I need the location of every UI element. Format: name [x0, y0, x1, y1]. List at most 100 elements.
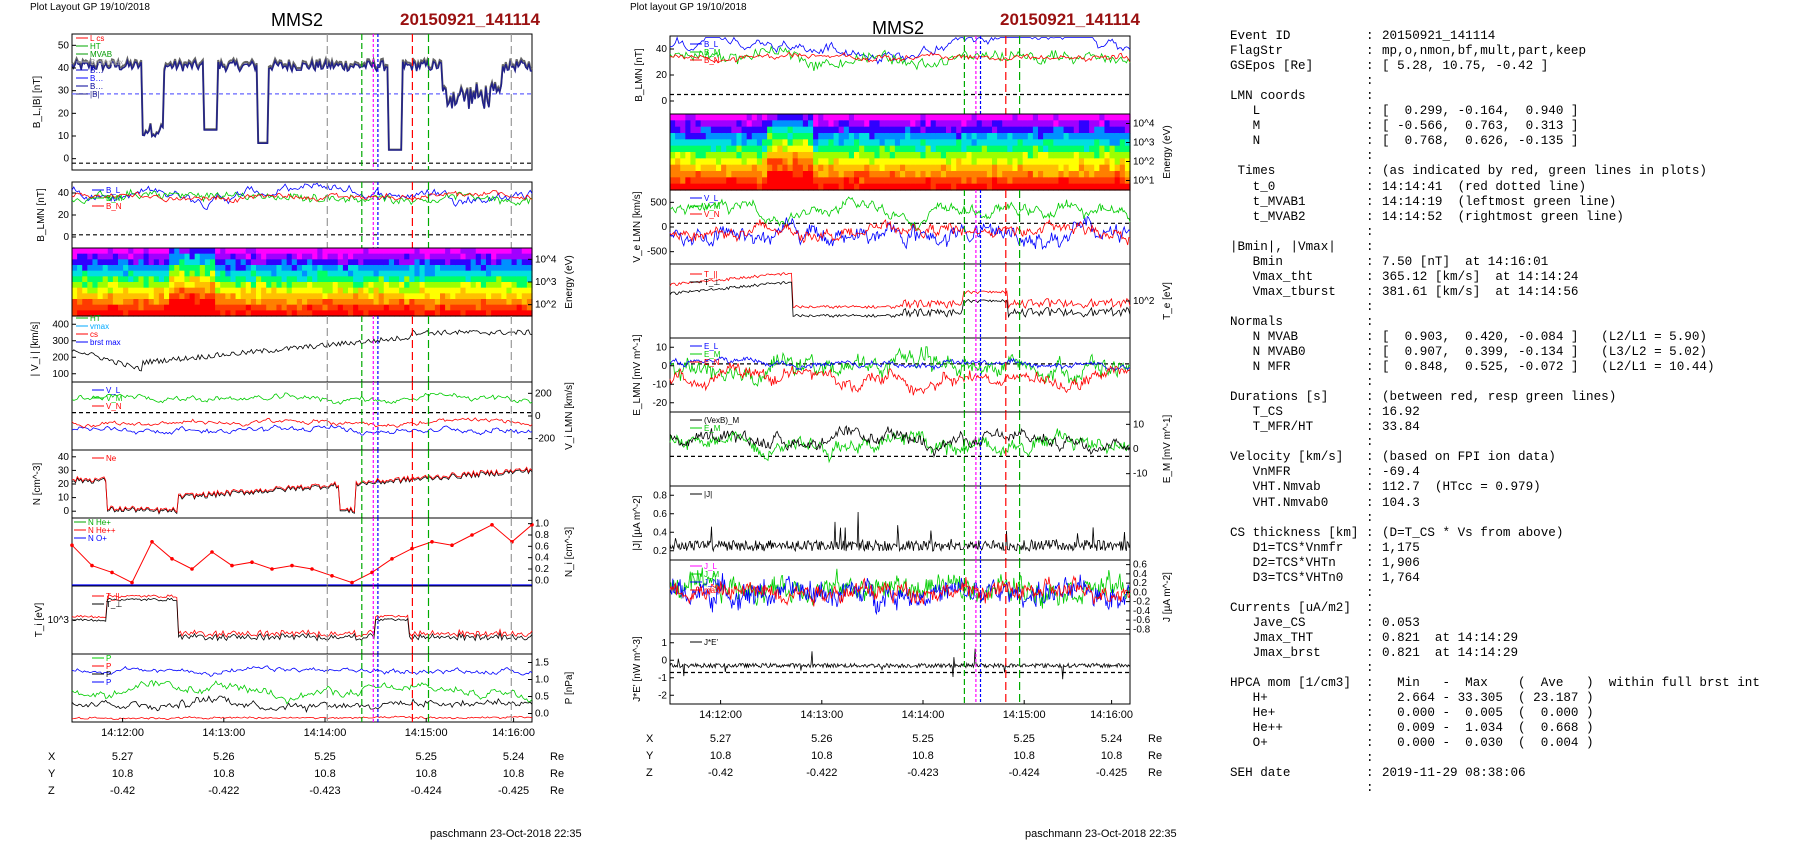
spectrogram-cell: [915, 139, 922, 147]
spectrogram-cell: [133, 310, 140, 317]
spectrogram-cell: [440, 253, 446, 260]
spectrogram-cell: [87, 299, 94, 306]
legend-label: N He+: [88, 518, 111, 527]
spectrogram-cell: [787, 145, 794, 153]
spectrogram-cell: [230, 293, 237, 300]
spectrogram-cell: [342, 287, 349, 294]
spectrogram-cell: [1084, 152, 1090, 159]
spectrogram-cell: [97, 265, 104, 272]
spectrogram-cell: [363, 310, 370, 317]
spectrogram-cell: [296, 299, 303, 306]
spectrogram-cell: [199, 270, 206, 277]
spectrogram-cell: [767, 183, 773, 191]
spectrogram-cell: [838, 133, 845, 140]
spectrogram-cell: [762, 171, 768, 178]
spectrogram-cell: [424, 253, 431, 260]
spectrogram-cell: [833, 145, 840, 153]
spectrogram-cell: [920, 164, 927, 172]
spectrogram-cell: [419, 293, 426, 300]
info-value: [ -0.566, 0.763, 0.313 ]: [1382, 119, 1579, 134]
spectrogram-cell: [833, 133, 840, 140]
spectrogram-cell: [250, 293, 257, 300]
info-colon: :: [1366, 119, 1374, 134]
spectrogram-cell: [997, 177, 1003, 185]
spectrogram-cell: [925, 126, 932, 134]
spectrogram-cell: [946, 164, 952, 172]
spectrogram-cell: [695, 158, 702, 166]
spectrogram-cell: [496, 253, 502, 260]
spectrogram-cell: [869, 120, 876, 128]
spectrogram-cell: [148, 276, 155, 283]
spectrogram-cell: [1043, 145, 1049, 153]
spectrogram-cell: [526, 253, 533, 260]
spectrogram-cell: [358, 259, 364, 266]
spectrogram-cell: [363, 259, 370, 266]
spectrogram-cell: [1068, 145, 1075, 153]
spectrogram-cell: [358, 282, 364, 289]
spectrogram-cell: [266, 253, 272, 260]
spectrogram-cell: [1027, 152, 1034, 159]
spectrogram-cell: [189, 253, 196, 260]
info-key: D3=TCS*VHTn0: [1230, 570, 1344, 585]
spectrogram-cell: [373, 287, 380, 294]
spectrogram-cell: [179, 287, 186, 294]
spectrogram-cell: [276, 282, 283, 289]
spectrogram-cell: [930, 164, 937, 172]
spectrogram-cell: [874, 158, 881, 166]
spectrogram-cell: [935, 158, 942, 166]
spectrogram-cell: [169, 304, 175, 311]
spectrogram-cell: [966, 171, 973, 178]
info-colon: :: [1366, 375, 1374, 390]
spectrogram-cell: [736, 133, 743, 140]
spectrogram-cell: [348, 299, 354, 306]
spectrogram-cell: [261, 304, 267, 311]
spectrogram-cell: [940, 145, 947, 153]
spectrogram-cell: [138, 287, 145, 294]
spectrogram-cell: [818, 158, 824, 166]
spectrogram-cell: [332, 248, 339, 255]
spectrogram-cell: [772, 183, 778, 191]
spectrogram-cell: [245, 304, 252, 311]
ephem-value: 10.8: [503, 768, 524, 780]
spectrogram-cell: [1002, 145, 1008, 153]
spectrogram-cell: [1099, 114, 1106, 121]
y-tick-label: 0.4: [1133, 569, 1147, 580]
spectrogram-cell: [894, 145, 901, 153]
spectrogram-cell: [1084, 126, 1090, 134]
spectrogram-cell: [276, 248, 283, 255]
spectrogram-cell: [230, 299, 237, 306]
spectrogram-cell: [1027, 145, 1034, 153]
legend-label: max: [704, 586, 719, 595]
spectrogram-cell: [496, 270, 502, 277]
spectrogram-cell: [164, 259, 170, 266]
spectrogram-cell: [976, 114, 983, 121]
spectrogram-cell: [1022, 120, 1029, 128]
y-axis-label: P [nPa]: [564, 671, 575, 704]
spectrogram-cell: [848, 126, 855, 134]
spectrogram-cell: [859, 114, 865, 121]
spectrogram-cell: [802, 158, 809, 166]
spectrogram-cell: [736, 145, 743, 153]
spectrogram-cell: [700, 158, 707, 166]
spectrogram-cell: [910, 126, 916, 134]
spectrogram-cell: [695, 171, 702, 178]
spectrogram-cell: [792, 158, 799, 166]
spectrogram-cell: [128, 310, 134, 317]
spectrogram-cell: [736, 158, 743, 166]
spectrogram-cell: [291, 270, 298, 277]
y-axis-label: B_LMN [nT]: [36, 188, 47, 242]
spectrogram-cell: [813, 120, 819, 128]
spectrogram-cell: [685, 145, 692, 153]
spectrogram-cell: [808, 145, 814, 153]
spectrogram-cell: [327, 293, 334, 300]
spectrogram-cell: [1078, 139, 1085, 147]
spectrogram-cell: [670, 145, 676, 153]
spectrogram-cell: [1043, 139, 1049, 147]
spectrogram-cell: [77, 293, 83, 300]
spectrogram-cell: [87, 270, 94, 277]
spectrogram-cell: [848, 114, 855, 121]
bn-series: [71, 190, 533, 204]
spectrogram-cell: [710, 114, 717, 121]
spectrogram-cell: [210, 248, 216, 255]
spectrogram-cell: [317, 304, 324, 311]
